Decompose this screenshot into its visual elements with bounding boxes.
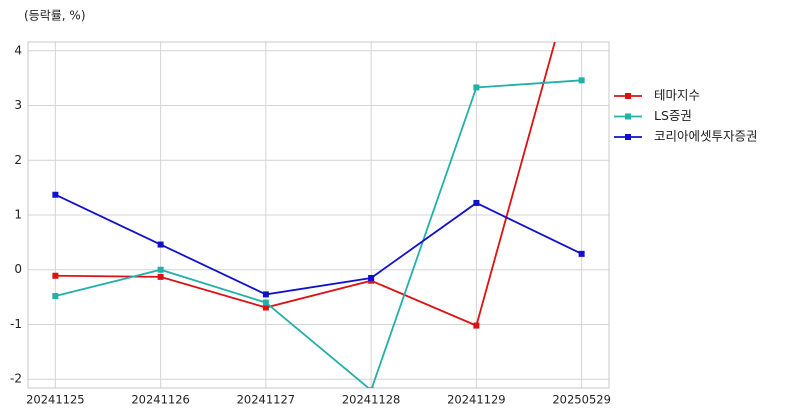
- plot-data: [52, 42, 585, 388]
- series-marker: [473, 84, 480, 91]
- y-axis-label: (등락률, %): [24, 9, 86, 23]
- series-marker: [368, 274, 375, 281]
- legend-marker: [625, 113, 631, 120]
- legend-label: LS증권: [654, 108, 692, 123]
- x-tick-label: 20241127: [237, 393, 296, 407]
- x-tick-label: 20241128: [342, 393, 401, 407]
- series-marker: [473, 199, 480, 206]
- y-tick-label: 1: [14, 208, 22, 222]
- series-marker: [578, 250, 585, 257]
- y-tick-label: 0: [14, 262, 22, 276]
- series-marker: [52, 191, 59, 198]
- series-marker: [52, 272, 59, 279]
- x-tick-label: 20241126: [131, 393, 190, 407]
- series-marker: [262, 291, 269, 298]
- series-line: [54, 193, 583, 296]
- y-tick-label: -2: [10, 372, 22, 386]
- x-tick-label: 20241125: [26, 393, 85, 407]
- y-tick-label: 2: [14, 153, 22, 167]
- legend-marker: [625, 134, 631, 140]
- x-tick-label: 20241129: [447, 393, 506, 407]
- axes: -2 -1 0 1 2 3 4 20241125 20241126 20241127 2024112…: [10, 43, 611, 406]
- legend-label: 테마지수: [654, 88, 700, 103]
- y-tick-label: -1: [10, 317, 22, 331]
- series-marker: [578, 77, 585, 84]
- series-line: [55, 79, 582, 388]
- y-tick-label: 4: [14, 43, 22, 57]
- series-marker: [52, 293, 59, 300]
- series-marker: [157, 241, 164, 248]
- plot-frame: [27, 41, 610, 389]
- y-tick-label: 3: [14, 98, 22, 112]
- series-marker: [262, 299, 269, 306]
- grid: [28, 42, 609, 388]
- legend-marker: [625, 93, 631, 99]
- series-line: [55, 42, 556, 327]
- series-marker: [473, 322, 480, 329]
- x-tick-label: 20250529: [552, 393, 611, 407]
- series-marker: [262, 304, 269, 311]
- series-marker: [157, 273, 164, 280]
- series-marker: [157, 266, 164, 273]
- legend-label: 코리아에셋투자증권: [654, 129, 758, 144]
- series-marker: [368, 387, 375, 388]
